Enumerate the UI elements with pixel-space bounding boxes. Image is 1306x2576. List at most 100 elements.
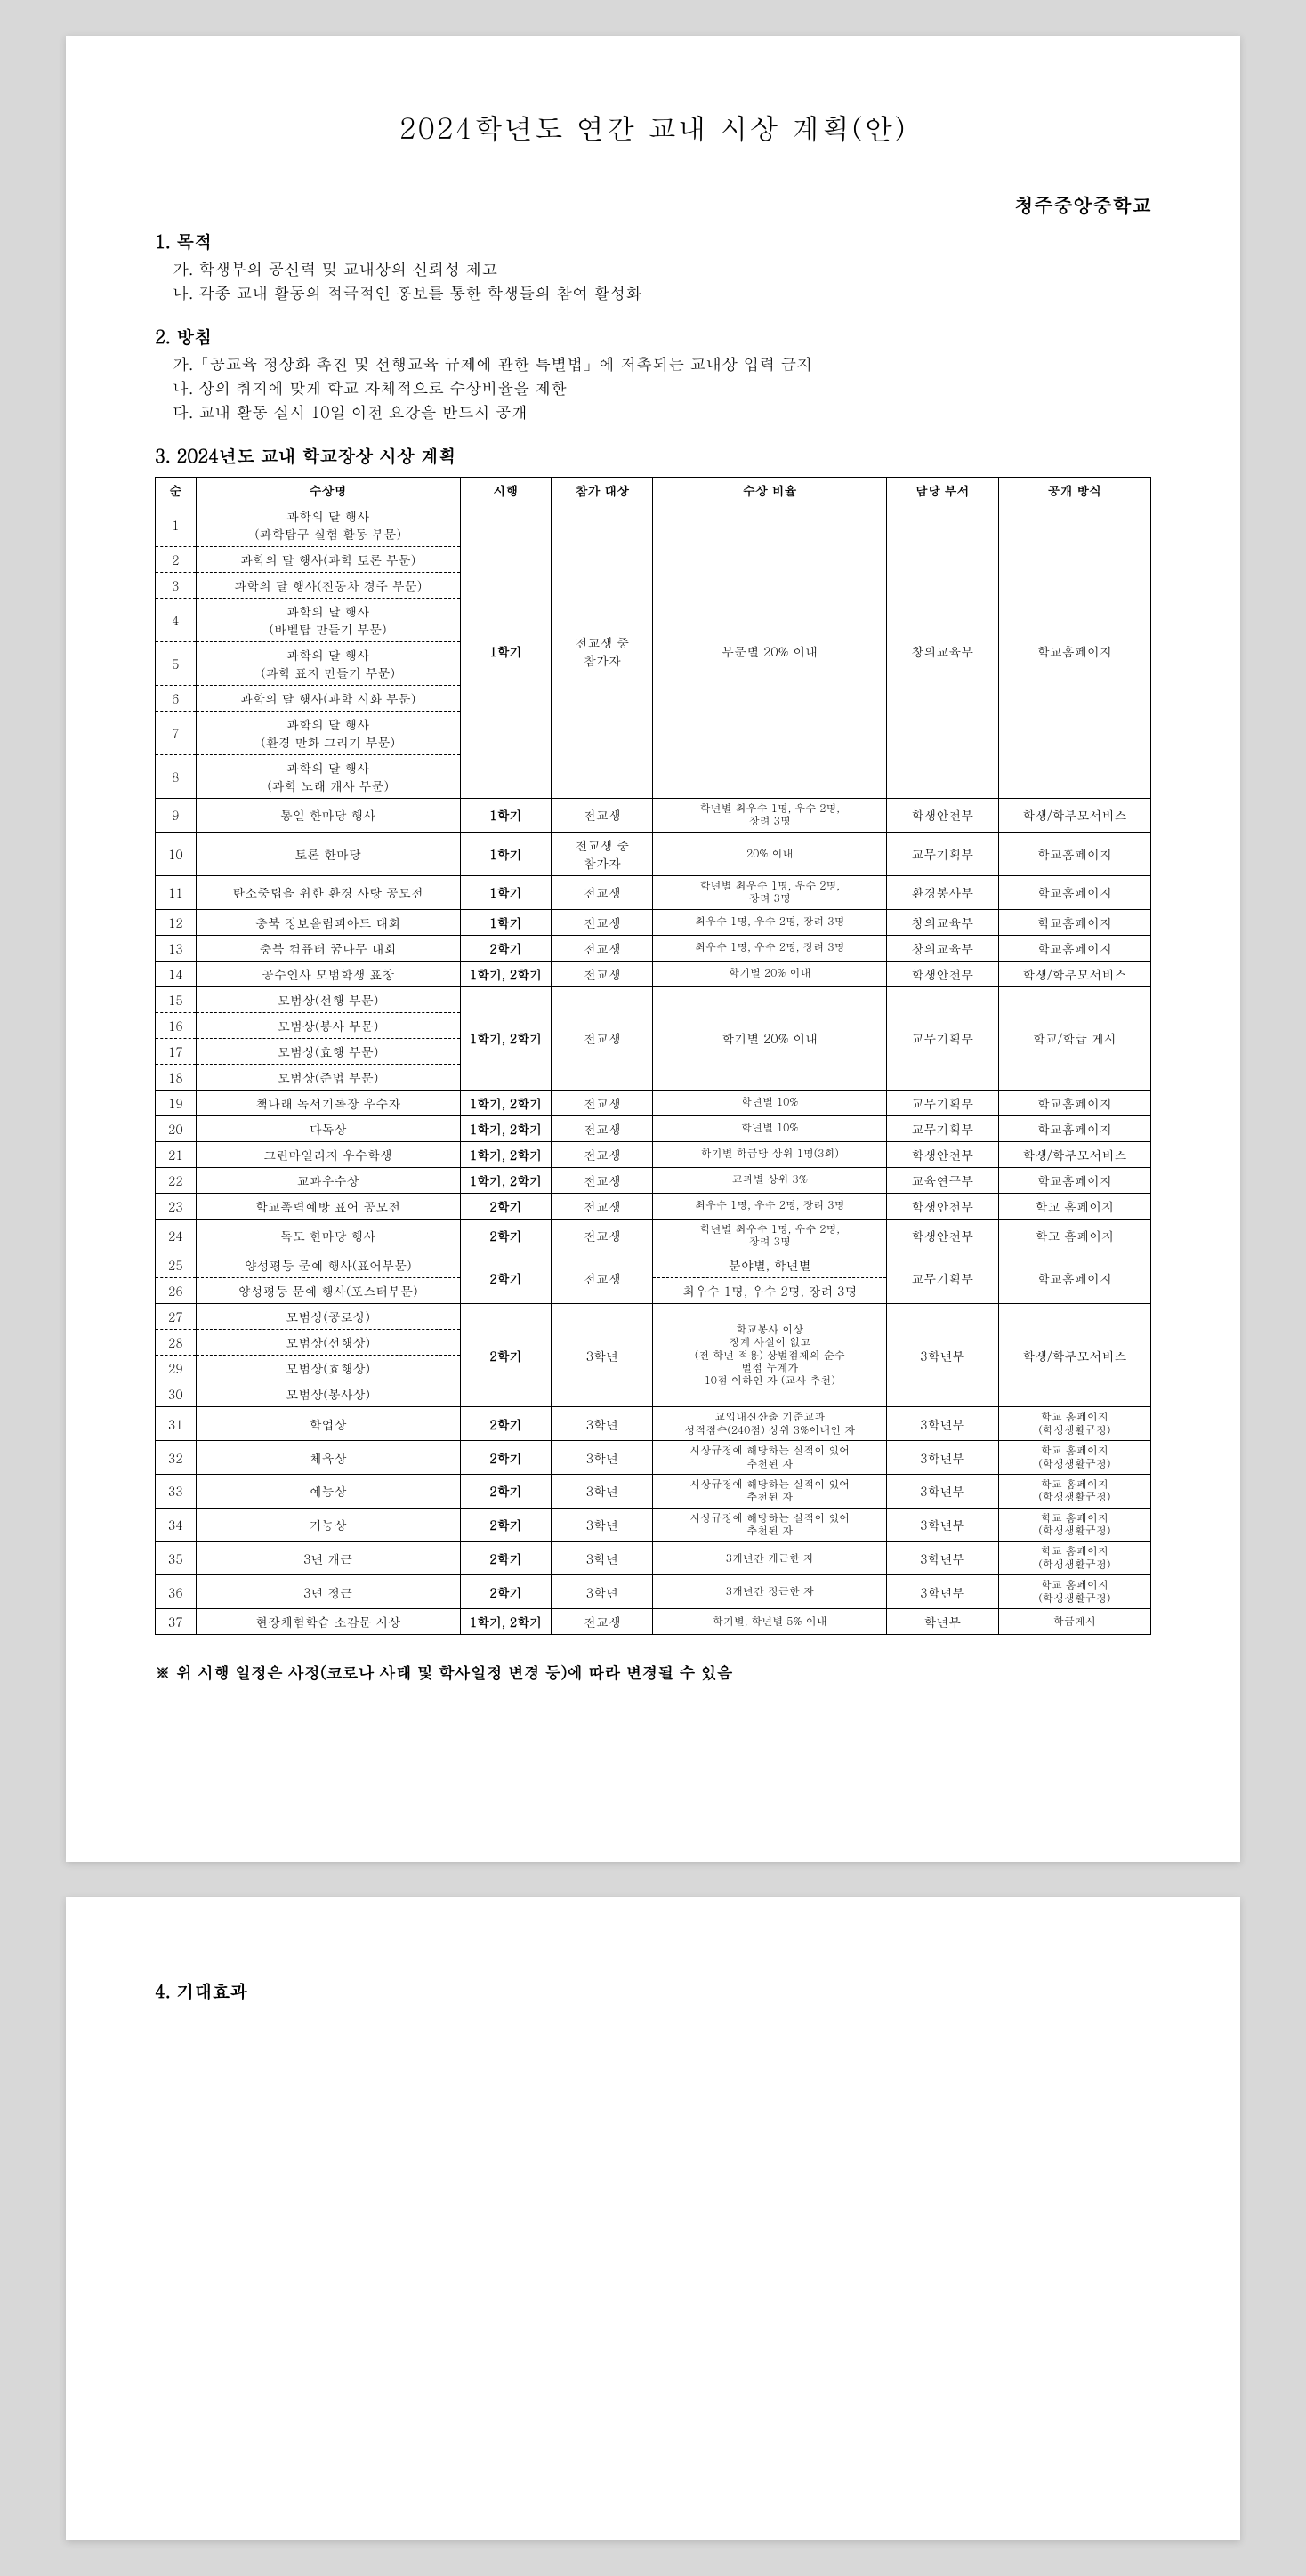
table-cell: 학교홈페이지 <box>998 909 1150 935</box>
table-cell: 학생안전부 <box>887 961 999 986</box>
table-cell: 양성평등 문예 행사(표어부문) <box>196 1252 460 1278</box>
table-cell: 전교생 <box>552 1115 653 1141</box>
table-cell: 통일 한마당 행사 <box>196 799 460 833</box>
table-cell: 2학기 <box>460 935 552 961</box>
th-name: 수상명 <box>196 478 460 503</box>
table-cell: 24 <box>156 1219 197 1252</box>
table-cell: 학기별, 학년별 5% 이내 <box>653 1609 887 1635</box>
table-cell: 학교 홈페이지(학생생활규정) <box>998 1508 1150 1542</box>
table-cell: 모범상(공로상) <box>196 1304 460 1330</box>
table-cell: 토론 한마당 <box>196 832 460 875</box>
table-cell: 1학기 <box>460 909 552 935</box>
table-cell: 27 <box>156 1304 197 1330</box>
table-cell: 최우수 1명, 우수 2명, 장려 3명 <box>653 909 887 935</box>
table-cell: 전교생 <box>552 1090 653 1115</box>
table-cell: 학생안전부 <box>887 799 999 833</box>
table-cell: 교육연구부 <box>887 1167 999 1193</box>
table-cell: 30 <box>156 1381 197 1407</box>
table-cell: 학교홈페이지 <box>998 1115 1150 1141</box>
table-cell: 전교생 <box>552 875 653 909</box>
th-pub: 공개 방식 <box>998 478 1150 503</box>
table-cell: 20 <box>156 1115 197 1141</box>
table-cell: 전교생 <box>552 1193 653 1219</box>
table-cell: 모범상(봉사 부문) <box>196 1012 460 1038</box>
table-cell: 2 <box>156 547 197 573</box>
table-cell: 3학년 <box>552 1407 653 1441</box>
table-cell: 전교생 <box>552 799 653 833</box>
table-cell: 2학기 <box>460 1407 552 1441</box>
table-cell: 32 <box>156 1441 197 1475</box>
table-cell: 창의교육부 <box>887 503 999 799</box>
table-cell: 1학기 <box>460 875 552 909</box>
section-expected-head: 4. 기대효과 <box>155 1977 1151 2003</box>
table-cell: 3학년부 <box>887 1441 999 1475</box>
table-cell: 3학년 <box>552 1474 653 1508</box>
table-cell: 모범상(선행 부문) <box>196 986 460 1012</box>
table-cell: 전교생 <box>552 909 653 935</box>
table-cell: 3학년부 <box>887 1407 999 1441</box>
table-header-row: 순 수상명 시행 참가 대상 수상 비율 담당 부서 공개 방식 <box>156 478 1151 503</box>
table-cell: 환경봉사부 <box>887 875 999 909</box>
table-cell: 과학의 달 행사(과학 노래 개사 부문) <box>196 755 460 799</box>
table-cell: 28 <box>156 1330 197 1356</box>
table-cell: 1학기, 2학기 <box>460 1167 552 1193</box>
table-cell: 최우수 1명, 우수 2명, 장려 3명 <box>653 935 887 961</box>
table-cell: 16 <box>156 1012 197 1038</box>
table-cell: 17 <box>156 1038 197 1064</box>
table-cell: 18 <box>156 1064 197 1090</box>
table-cell: 최우수 1명, 우수 2명, 장려 3명 <box>653 1278 887 1304</box>
section-plan-head: 3. 2024년도 교내 학교장상 시상 계획 <box>155 442 1151 468</box>
table-cell: 분야별, 학년별 <box>653 1252 887 1278</box>
table-cell: 3학년 <box>552 1304 653 1407</box>
page-1: 2024학년도 연간 교내 시상 계획(안) 청주중앙중학교 1. 목적 가. … <box>66 36 1240 1862</box>
table-cell: 15 <box>156 986 197 1012</box>
table-cell: 학교 홈페이지 <box>998 1219 1150 1252</box>
table-cell: 25 <box>156 1252 197 1278</box>
table-cell: 2학기 <box>460 1474 552 1508</box>
table-cell: 31 <box>156 1407 197 1441</box>
table-cell: 3년 개근 <box>196 1542 460 1575</box>
table-cell: 35 <box>156 1542 197 1575</box>
document-title: 2024학년도 연간 교내 시상 계획(안) <box>155 107 1151 147</box>
table-cell: 학기별 학급당 상위 1명(3회) <box>653 1141 887 1167</box>
th-target: 참가 대상 <box>552 478 653 503</box>
th-num: 순 <box>156 478 197 503</box>
table-cell: 학년부 <box>887 1609 999 1635</box>
table-cell: 교무기획부 <box>887 986 999 1090</box>
table-cell: 교입내신산출 기준교과성적점수(240점) 상위 3%이내인 자 <box>653 1407 887 1441</box>
table-cell: 현장체험학습 소감문 시상 <box>196 1609 460 1635</box>
table-cell: 과학의 달 행사(과학탐구 실험 활동 부문) <box>196 503 460 547</box>
table-cell: 2학기 <box>460 1193 552 1219</box>
table-cell: 3 <box>156 573 197 599</box>
policy-item-c: 다. 교내 활동 실시 10일 이전 요강을 반드시 공개 <box>173 400 1151 424</box>
table-cell: 8 <box>156 755 197 799</box>
table-cell: 충북 정보올림피아드 대회 <box>196 909 460 935</box>
table-cell: 전교생 <box>552 1609 653 1635</box>
table-cell: 33 <box>156 1474 197 1508</box>
table-cell: 학교 홈페이지(학생생활규정) <box>998 1575 1150 1609</box>
table-cell: 시상규정에 해당하는 실적이 있어추천된 자 <box>653 1508 887 1542</box>
table-cell: 2학기 <box>460 1441 552 1475</box>
table-cell: 모범상(준법 부문) <box>196 1064 460 1090</box>
th-dept: 담당 부서 <box>887 478 999 503</box>
table-row: 22교과우수상1학기, 2학기전교생교과별 상위 3%교육연구부학교홈페이지 <box>156 1167 1151 1193</box>
table-cell: 20% 이내 <box>653 832 887 875</box>
table-cell: 학생안전부 <box>887 1219 999 1252</box>
table-cell: 학기별 20% 이내 <box>653 986 887 1090</box>
table-cell: 충북 컴퓨터 꿈나무 대회 <box>196 935 460 961</box>
table-cell: 29 <box>156 1356 197 1381</box>
table-row: 21그린마일리지 우수학생1학기, 2학기전교생학기별 학급당 상위 1명(3회… <box>156 1141 1151 1167</box>
table-cell: 학기별 20% 이내 <box>653 961 887 986</box>
section-purpose-head: 1. 목적 <box>155 228 1151 254</box>
table-cell: 학생안전부 <box>887 1193 999 1219</box>
table-cell: 학년별 최우수 1명, 우수 2명,장려 3명 <box>653 875 887 909</box>
table-cell: 학교 홈페이지(학생생활규정) <box>998 1474 1150 1508</box>
table-cell: 과학의 달 행사(과학 표지 만들기 부문) <box>196 642 460 686</box>
table-cell: 창의교육부 <box>887 935 999 961</box>
table-cell: 3학년 <box>552 1508 653 1542</box>
table-cell: 학년별 10% <box>653 1090 887 1115</box>
table-cell: 13 <box>156 935 197 961</box>
table-row: 15모범상(선행 부문)1학기, 2학기전교생학기별 20% 이내교무기획부학교… <box>156 986 1151 1012</box>
table-cell: 학생/학부모서비스 <box>998 1304 1150 1407</box>
table-cell: 1학기, 2학기 <box>460 1090 552 1115</box>
